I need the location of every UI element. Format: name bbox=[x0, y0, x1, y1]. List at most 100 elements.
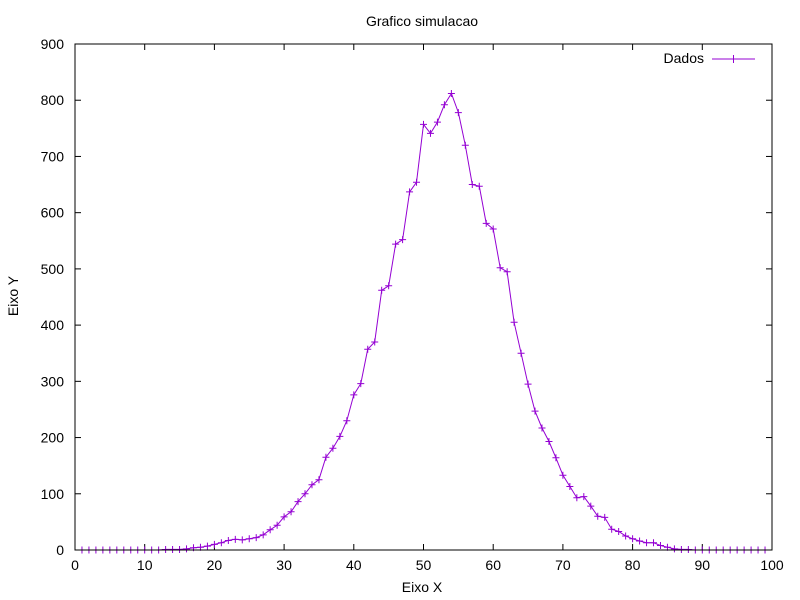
x-tick-label: 40 bbox=[346, 557, 362, 573]
data-point bbox=[656, 542, 664, 550]
data-point bbox=[392, 240, 400, 248]
x-tick-label: 50 bbox=[416, 557, 432, 573]
data-point bbox=[343, 417, 351, 425]
data-point bbox=[413, 178, 421, 186]
data-point bbox=[385, 282, 393, 290]
data-point bbox=[329, 444, 337, 452]
data-point bbox=[650, 539, 658, 547]
data-point bbox=[245, 535, 253, 543]
data-point bbox=[636, 537, 644, 545]
data-point bbox=[629, 535, 637, 543]
data-point bbox=[266, 526, 274, 534]
data-point bbox=[615, 527, 623, 535]
x-tick-label: 100 bbox=[760, 557, 784, 573]
data-point bbox=[315, 476, 323, 484]
data-point bbox=[308, 481, 316, 489]
data-point bbox=[503, 268, 511, 276]
data-point bbox=[601, 513, 609, 521]
data-point bbox=[231, 535, 239, 543]
y-tick-label: 900 bbox=[41, 36, 65, 52]
x-tick-label: 0 bbox=[71, 557, 79, 573]
data-point bbox=[169, 545, 177, 553]
y-tick-label: 600 bbox=[41, 205, 65, 221]
data-point bbox=[440, 101, 448, 109]
data-point bbox=[552, 454, 560, 462]
data-point bbox=[566, 482, 574, 490]
data-point bbox=[447, 89, 455, 97]
legend-label: Dados bbox=[664, 50, 704, 66]
x-tick-label: 70 bbox=[555, 557, 571, 573]
data-point bbox=[273, 521, 281, 529]
data-point bbox=[538, 424, 546, 432]
data-point bbox=[517, 349, 525, 357]
data-point bbox=[210, 540, 218, 548]
data-point bbox=[176, 545, 184, 553]
data-point bbox=[238, 536, 246, 544]
data-point bbox=[287, 508, 295, 516]
x-axis: 0 10 20 30 40 50 60 70 80 90 100 bbox=[71, 44, 784, 573]
y-tick-label: 500 bbox=[41, 261, 65, 277]
data-point bbox=[162, 545, 170, 553]
data-point bbox=[336, 432, 344, 440]
data-point bbox=[643, 539, 651, 547]
data-point bbox=[224, 536, 232, 544]
data-point bbox=[622, 532, 630, 540]
y-tick-label: 400 bbox=[41, 317, 65, 333]
x-axis-label: Eixo X bbox=[402, 579, 443, 595]
data-point bbox=[670, 545, 678, 553]
plot-border bbox=[74, 43, 773, 551]
data-point bbox=[524, 380, 532, 388]
data-point bbox=[454, 109, 462, 117]
legend-marker bbox=[729, 55, 738, 63]
y-axis-label: Eixo Y bbox=[5, 275, 21, 316]
y-tick-label: 200 bbox=[41, 430, 65, 446]
data-point bbox=[594, 512, 602, 520]
data-point bbox=[280, 513, 288, 521]
data-point bbox=[510, 318, 518, 326]
series-line bbox=[82, 92, 765, 551]
y-tick-label: 800 bbox=[41, 92, 65, 108]
x-tick-label: 80 bbox=[625, 557, 641, 573]
data-point bbox=[461, 141, 469, 149]
data-point bbox=[399, 236, 407, 244]
data-point bbox=[684, 545, 692, 553]
data-point bbox=[203, 542, 211, 550]
data-point bbox=[475, 182, 483, 190]
x-tick-label: 30 bbox=[276, 557, 292, 573]
y-tick-label: 100 bbox=[41, 486, 65, 502]
data-point bbox=[301, 490, 309, 498]
data-point bbox=[364, 345, 372, 353]
data-point bbox=[420, 120, 427, 128]
data-point bbox=[482, 219, 490, 227]
x-tick-label: 60 bbox=[485, 557, 501, 573]
data-point bbox=[322, 453, 330, 461]
data-point bbox=[378, 286, 386, 294]
data-point bbox=[371, 338, 379, 346]
data-point bbox=[433, 118, 441, 126]
data-point bbox=[573, 494, 581, 502]
data-point bbox=[357, 380, 365, 388]
data-point bbox=[580, 493, 588, 501]
data-point bbox=[217, 539, 225, 547]
y-tick-label: 700 bbox=[41, 148, 65, 164]
y-tick-label: 300 bbox=[41, 373, 65, 389]
data-point bbox=[496, 264, 504, 272]
x-tick-label: 10 bbox=[137, 557, 153, 573]
data-point bbox=[294, 498, 302, 506]
data-point bbox=[587, 502, 595, 510]
plot-area bbox=[78, 89, 769, 554]
data-point bbox=[252, 534, 260, 542]
data-point bbox=[559, 471, 567, 479]
y-tick-label: 0 bbox=[56, 542, 64, 558]
data-point bbox=[468, 181, 476, 189]
data-point bbox=[426, 129, 434, 137]
data-point bbox=[677, 545, 685, 553]
data-point bbox=[489, 225, 497, 233]
data-point bbox=[531, 407, 539, 415]
data-point bbox=[183, 545, 191, 553]
y-axis: 0 100 200 300 400 500 600 700 800 900 bbox=[41, 36, 772, 558]
x-tick-label: 90 bbox=[695, 557, 711, 573]
x-tick-label: 20 bbox=[207, 557, 223, 573]
data-point bbox=[608, 525, 616, 533]
